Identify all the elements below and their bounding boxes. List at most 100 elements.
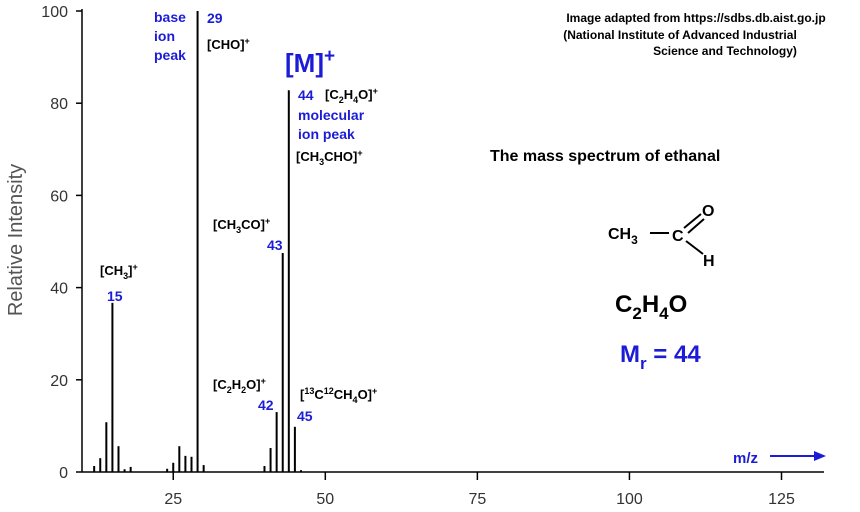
annotation-part: [CH <box>100 263 123 278</box>
annotation: Image adapted from https://sdbs.db.aist.… <box>566 11 825 25</box>
annotation-part: 2 <box>227 385 232 395</box>
annotation: Science and Technology) <box>653 44 797 58</box>
annotation-part: + <box>261 376 266 386</box>
annotation-part: peak <box>154 47 186 63</box>
annotation: [CH3]+ <box>100 262 138 281</box>
annotation-part: 45 <box>297 408 313 424</box>
annotation-part: 3 <box>631 233 638 247</box>
x-tick-label: 100 <box>616 491 643 508</box>
annotation-part: O] <box>246 377 260 392</box>
annotation-part: C <box>615 291 632 318</box>
annotation-part: ion <box>154 28 175 44</box>
annotation-part: C <box>314 387 324 402</box>
annotation: 45 <box>297 408 313 424</box>
annotation-part: O] <box>358 87 372 102</box>
annotation-part: molecular <box>298 107 365 123</box>
annotation-part: 2 <box>241 385 246 395</box>
annotation-part: [M] <box>285 48 324 78</box>
annotation-part: + <box>372 386 377 396</box>
bond <box>683 213 702 229</box>
annotation: molecular <box>298 107 365 123</box>
annotation-part: + <box>245 36 250 46</box>
annotation: ion peak <box>298 126 355 142</box>
annotation-part: ion peak <box>298 126 355 142</box>
annotation: [CHO]+ <box>207 36 250 52</box>
annotation-part: + <box>373 86 378 96</box>
y-tick-label: 40 <box>50 281 68 298</box>
annotation-part: CH <box>608 226 631 243</box>
bond <box>687 218 705 234</box>
bond <box>685 240 704 255</box>
annotation-part: O <box>702 203 714 220</box>
annotation: H <box>703 253 715 270</box>
annotation-part: + <box>265 216 270 226</box>
annotation-part: 43 <box>267 237 283 253</box>
annotation: The mass spectrum of ethanal <box>490 148 720 165</box>
annotation-part: [CH <box>213 217 236 232</box>
x-tick-label: 25 <box>164 491 182 508</box>
annotation-part: [C <box>213 377 227 392</box>
annotation-part: 3 <box>236 225 241 235</box>
annotation: O <box>702 203 714 220</box>
annotation-part: [ <box>300 387 305 402</box>
annotation: (National Institute of Advanced Industri… <box>563 28 797 42</box>
annotation: ion <box>154 28 175 44</box>
annotation: CH3 <box>608 226 638 247</box>
annotation-part: CHO] <box>324 149 357 164</box>
annotation-part: M <box>620 341 640 368</box>
annotation-part: H <box>642 291 659 318</box>
y-axis-label: Relative Intensity <box>5 164 27 316</box>
annotation: m/z <box>733 450 758 467</box>
annotation-part: CO] <box>241 217 265 232</box>
annotation-part: CH <box>334 387 353 402</box>
annotation-part: 12 <box>324 386 334 396</box>
annotation-part: 44 <box>298 87 314 103</box>
annotation-part: 15 <box>107 288 123 304</box>
annotation-part: Image adapted from https://sdbs.db.aist.… <box>566 11 825 25</box>
annotation-part: 29 <box>207 10 223 26</box>
x-tick-label: 50 <box>316 491 334 508</box>
annotation: 29 <box>207 10 223 26</box>
annotation-part: = 44 <box>647 341 702 368</box>
annotation-part: 13 <box>304 386 314 396</box>
annotation-part: C <box>672 228 684 245</box>
arrow-head <box>814 451 826 461</box>
x-tick-label: 75 <box>468 491 486 508</box>
annotation-part: ] <box>128 263 132 278</box>
annotation: C <box>672 228 684 245</box>
y-tick-label: 0 <box>59 465 68 482</box>
annotation: peak <box>154 47 186 63</box>
annotation-part: + <box>324 46 335 67</box>
annotation-part: 4 <box>659 304 669 323</box>
annotation: 43 <box>267 237 283 253</box>
annotation-part: r <box>640 354 647 373</box>
y-tick-label: 100 <box>41 4 68 21</box>
y-tick-label: 20 <box>50 373 68 390</box>
annotation: 44 <box>298 87 314 103</box>
annotation-part: 3 <box>319 157 324 167</box>
annotation-part: + <box>132 262 137 272</box>
y-tick-label: 80 <box>50 96 68 113</box>
annotation-part: H <box>232 377 241 392</box>
annotation-part: H <box>703 253 715 270</box>
annotation-part: [CH <box>296 149 319 164</box>
annotation-part: m/z <box>733 450 758 467</box>
annotation-part: 4 <box>353 95 358 105</box>
annotation-part: base <box>154 9 186 25</box>
annotation: [C2H2O]+ <box>213 376 266 395</box>
annotation: [CH3CHO]+ <box>296 148 363 167</box>
annotation-part: O <box>669 291 688 318</box>
annotation-part: 3 <box>123 271 128 281</box>
annotation-part: + <box>357 148 362 158</box>
annotation: base <box>154 9 186 25</box>
annotation-part: [C <box>325 87 339 102</box>
annotation: [C2H4O]+ <box>325 86 378 105</box>
annotation-part: H <box>344 87 353 102</box>
annotation-part: [CHO] <box>207 37 245 52</box>
annotation-part: 2 <box>339 95 344 105</box>
annotation-part: Science and Technology) <box>653 44 797 58</box>
annotation: Mr = 44 <box>620 341 701 373</box>
annotation-part: (National Institute of Advanced Industri… <box>563 28 797 42</box>
